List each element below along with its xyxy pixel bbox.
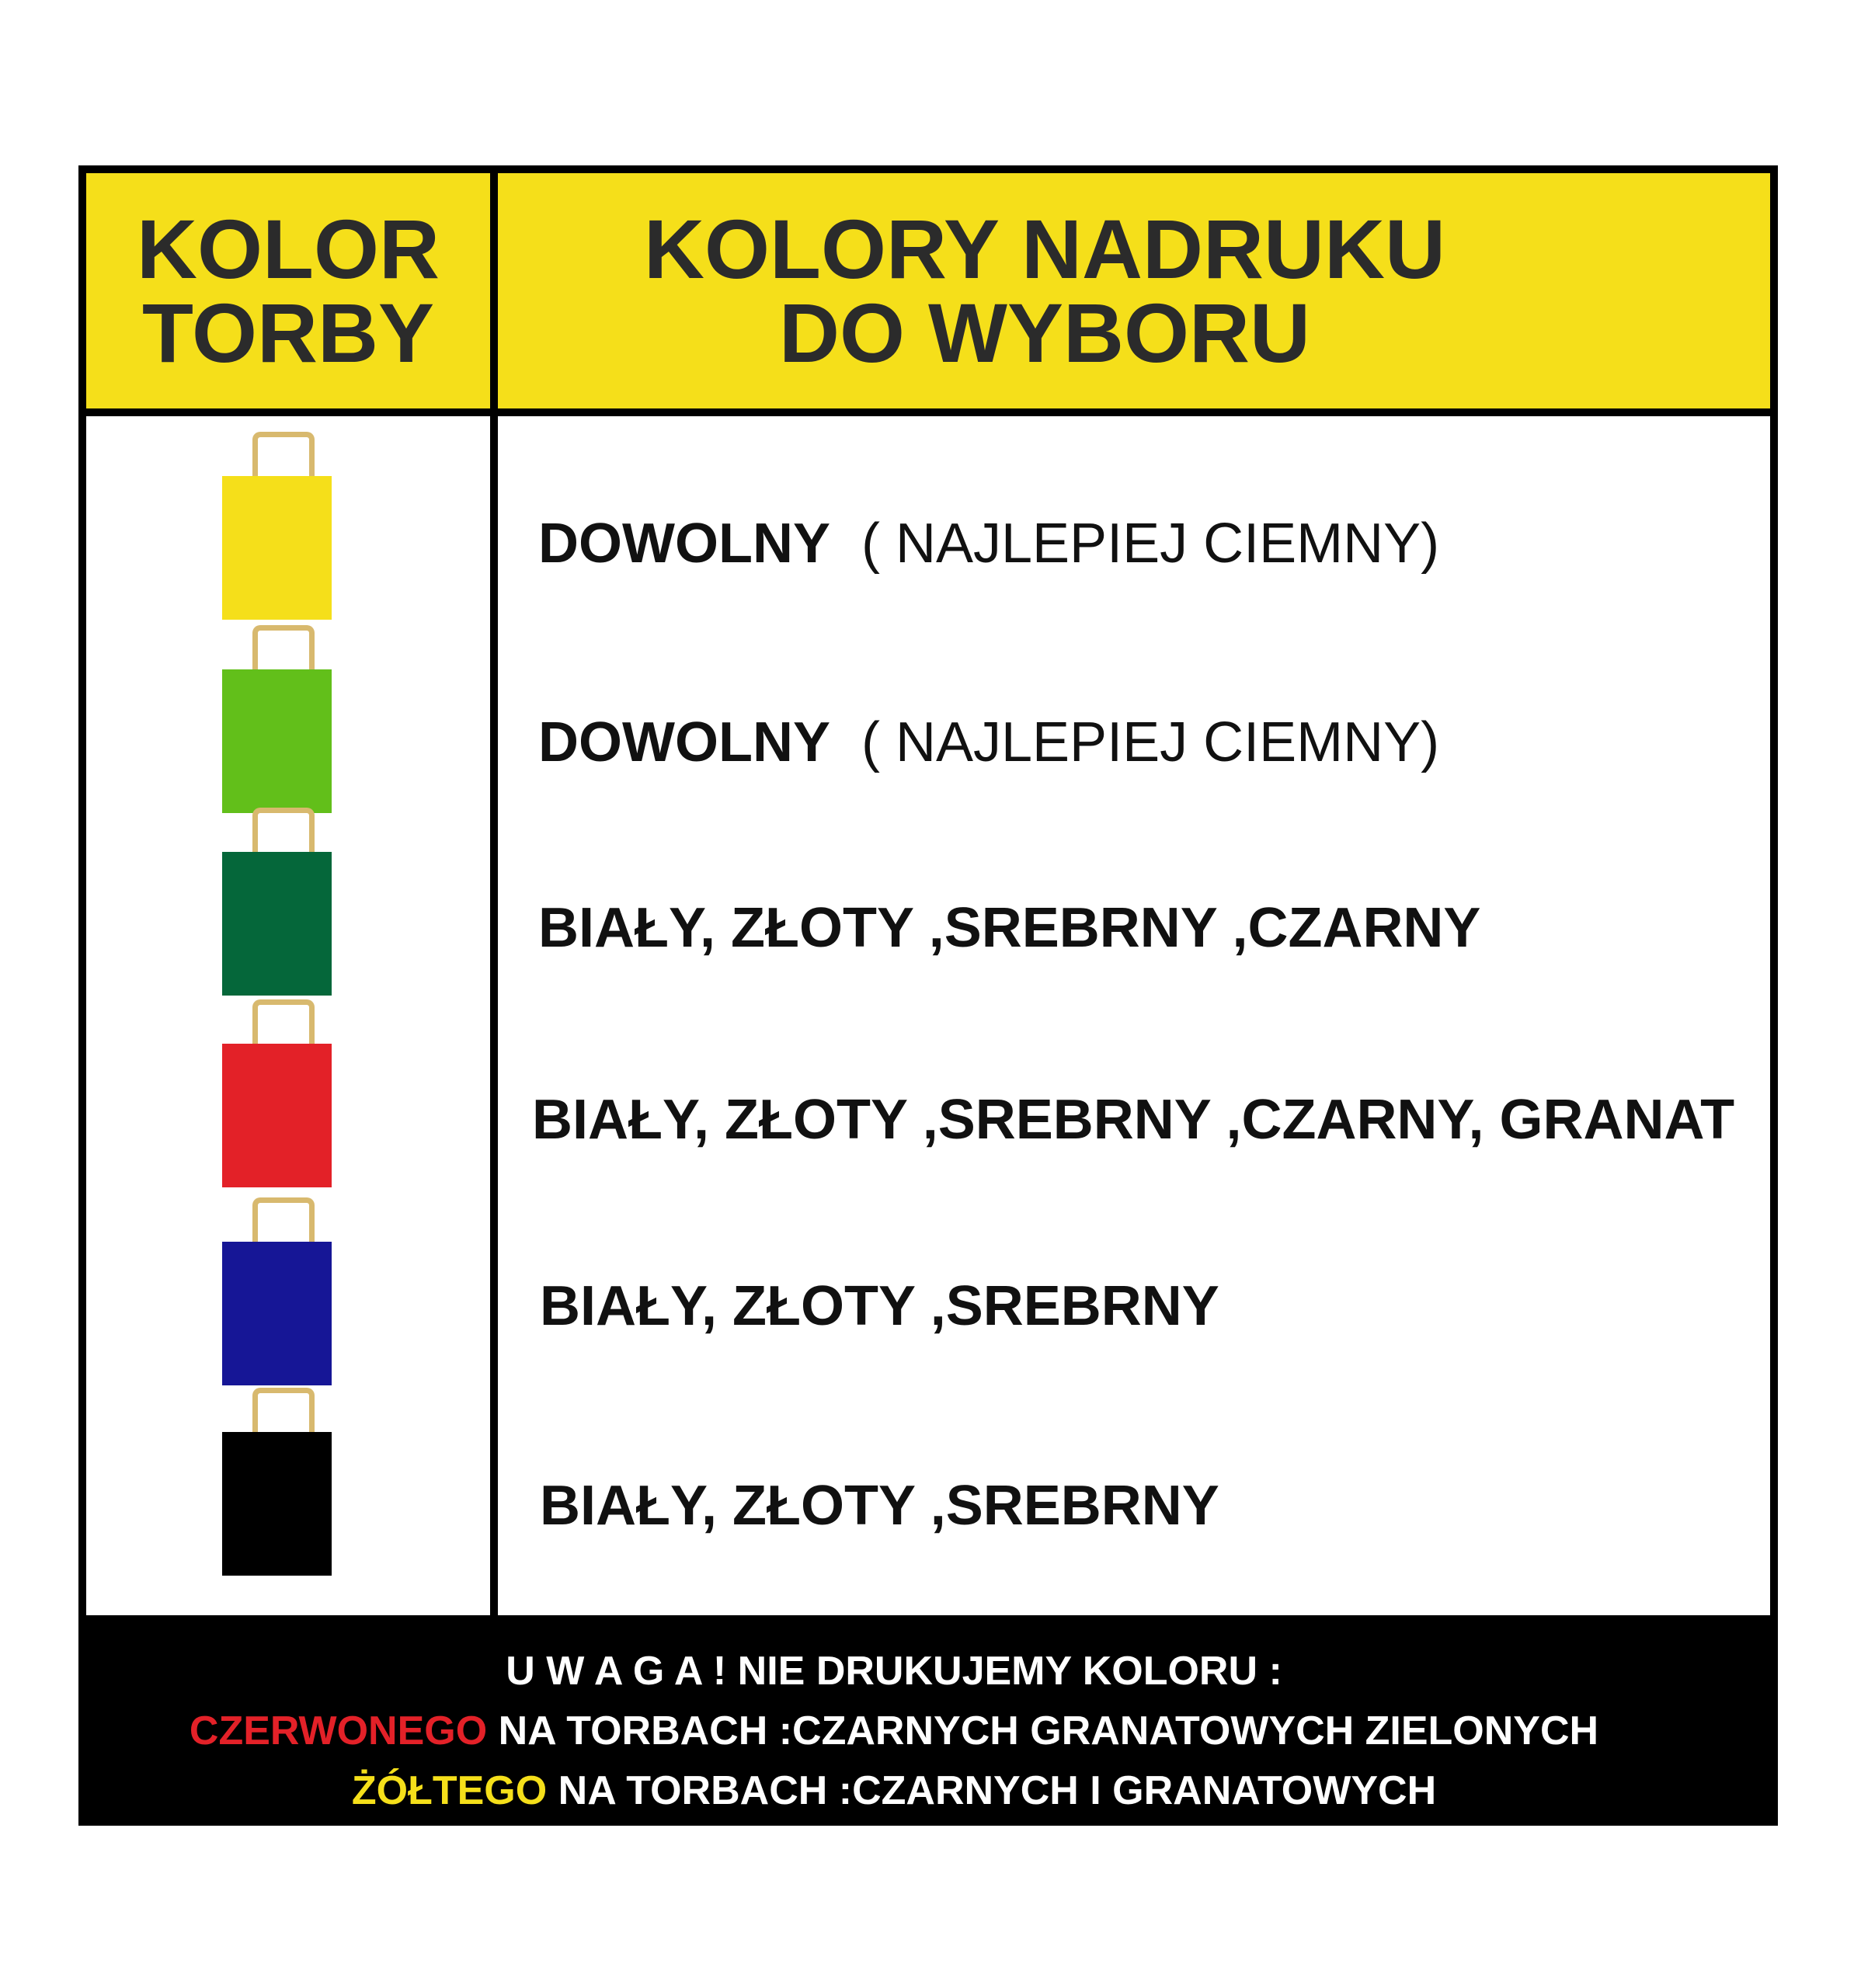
header-bag-color: KOLOR TORBY <box>86 173 490 408</box>
print-colors-text: BIAŁY, ZŁOTY ,SREBRNY <box>540 1275 1219 1337</box>
bag-handle-icon <box>252 808 315 852</box>
header-right-line: DO WYBORU <box>779 285 1310 380</box>
bag-handle-icon <box>252 1197 315 1242</box>
print-colors-note: ( NAJLEPIEJ CIEMNY) <box>830 711 1440 773</box>
print-colors-bold: BIAŁY, ZŁOTY ,SREBRNY ,CZARNY <box>538 897 1481 959</box>
warning-footer: U W A G A ! NIE DRUKUJEMY KOLORU : CZERW… <box>78 1615 1778 1826</box>
warning-line-3-rest: NA TORBACH :CZARNYCH I GRANATOWYCH <box>547 1768 1437 1813</box>
print-colors-text: DOWOLNY ( NAJLEPIEJ CIEMNY) <box>538 513 1439 575</box>
print-colors-text: BIAŁY, ZŁOTY ,SREBRNY ,CZARNY <box>538 897 1480 959</box>
warning-line-2-rest: NA TORBACH :CZARNYCH GRANATOWYCH ZIELONY… <box>487 1708 1599 1753</box>
print-colors-bold: BIAŁY, ZŁOTY ,SREBRNY <box>540 1275 1219 1337</box>
print-colors-text: BIAŁY, ZŁOTY ,SREBRNY <box>540 1475 1219 1537</box>
print-colors-text: DOWOLNY ( NAJLEPIEJ CIEMNY) <box>538 711 1439 773</box>
bag-icon <box>222 476 332 620</box>
header-print-colors: KOLORY NADRUKU DO WYBORU <box>498 173 1591 408</box>
header-right-line: KOLORY NADRUKU <box>643 201 1445 296</box>
bag-icon <box>222 1432 332 1576</box>
bag-handle-icon <box>252 999 315 1044</box>
warning-line-3: ŻÓŁTEGO NA TORBACH :CZARNYCH I GRANATOWY… <box>78 1767 1710 1814</box>
color-table: KOLOR TORBY KOLORY NADRUKU DO WYBORU DOW… <box>78 165 1778 1826</box>
print-colors-bold: DOWOLNY <box>538 711 830 773</box>
warning-line-2: CZERWONEGO NA TORBACH :CZARNYCH GRANATOW… <box>78 1708 1710 1754</box>
print-colors-bold: DOWOLNY <box>538 513 830 575</box>
bag-handle-icon <box>252 625 315 669</box>
warning-yellow-word: ŻÓŁTEGO <box>351 1768 548 1813</box>
header-left-line: KOLOR <box>137 201 440 296</box>
print-colors-bold: BIAŁY, ZŁOTY ,SREBRNY <box>540 1475 1219 1537</box>
warning-red-word: CZERWONEGO <box>189 1708 488 1753</box>
header-left-line: TORBY <box>141 285 435 380</box>
print-colors-text: BIAŁY, ZŁOTY ,SREBRNY ,CZARNY, GRANAT <box>532 1089 1734 1151</box>
print-colors-bold: BIAŁY, ZŁOTY ,SREBRNY ,CZARNY, GRANAT <box>532 1089 1735 1151</box>
bag-icon <box>222 852 332 996</box>
bag-icon <box>222 669 332 813</box>
warning-line-1: U W A G A ! NIE DRUKUJEMY KOLORU : <box>506 1649 1282 1694</box>
column-divider <box>490 173 498 1615</box>
table-header <box>86 173 1770 416</box>
bag-handle-icon <box>252 432 315 476</box>
bag-icon <box>222 1044 332 1187</box>
print-colors-note: ( NAJLEPIEJ CIEMNY) <box>830 513 1440 575</box>
bag-handle-icon <box>252 1388 315 1432</box>
bag-icon <box>222 1242 332 1385</box>
